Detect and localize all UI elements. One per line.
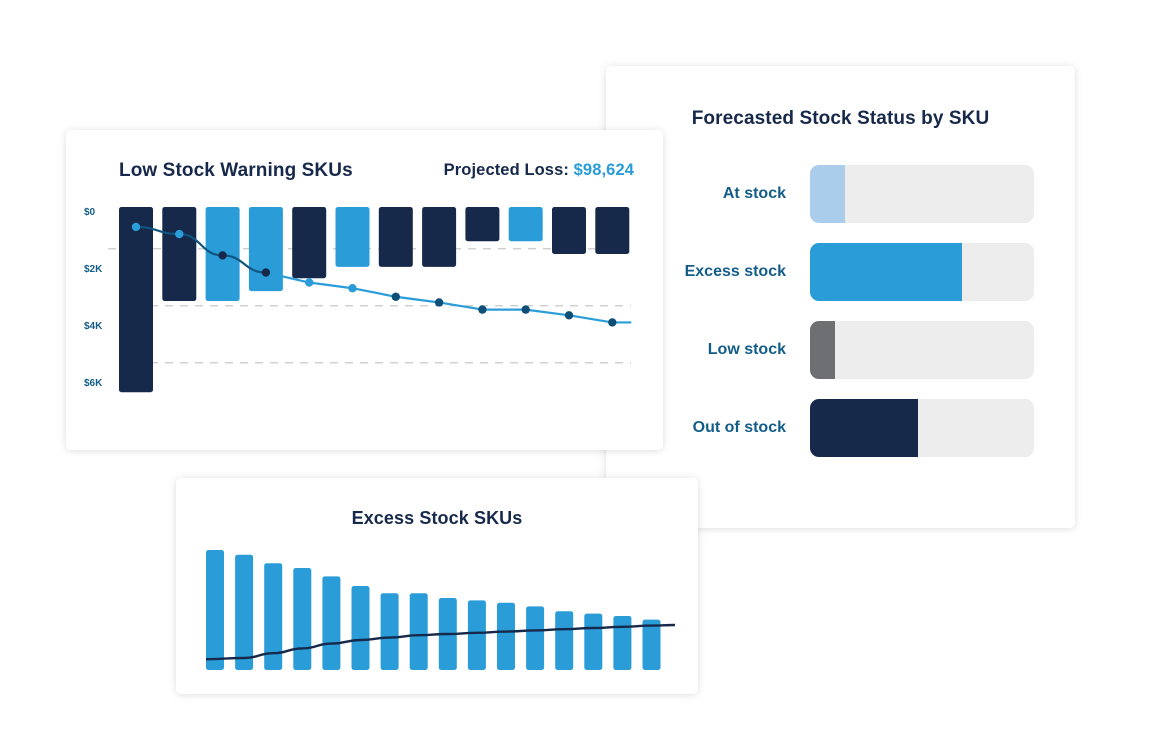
status-row: Excess stock: [606, 243, 1075, 301]
bar: [351, 586, 370, 670]
projected-loss-value: $98,624: [573, 161, 634, 179]
trend-point: [261, 268, 271, 277]
bar: [409, 593, 428, 670]
trend-line: [205, 623, 676, 661]
bar: [613, 616, 632, 670]
trend-point: [608, 318, 617, 327]
status-row: At stock: [606, 165, 1075, 223]
trend-line-head: [135, 225, 266, 274]
status-bar-fill: [810, 321, 835, 379]
status-bar-track: [810, 165, 1034, 223]
status-label: Out of stock: [692, 419, 786, 436]
bar: [248, 207, 283, 292]
bar: [292, 207, 327, 279]
status-row: Out of stock: [606, 399, 1075, 457]
excess-stock-chart: [205, 550, 676, 670]
bar: [335, 207, 370, 267]
excess-stock-title: Excess Stock SKUs: [351, 508, 523, 528]
bar: [206, 550, 224, 670]
trend-point: [305, 278, 314, 287]
stock-status-card: Forecasted Stock Status by SKU At stock E…: [606, 66, 1075, 528]
bar: [119, 207, 153, 393]
status-label: At stock: [722, 185, 786, 202]
stock-status-title: Forecasted Stock Status by SKU: [691, 108, 990, 129]
y-tick-label: $2K: [84, 264, 103, 275]
bar: [465, 207, 500, 242]
status-label: Low stock: [707, 341, 786, 358]
trend-point: [478, 305, 487, 314]
bar: [235, 554, 254, 670]
status-label: Excess stock: [684, 263, 786, 280]
bar: [162, 207, 197, 302]
bar: [422, 207, 457, 267]
trend-point: [131, 222, 141, 232]
low-stock-title: Low Stock Warning SKUs: [119, 160, 353, 181]
bar: [293, 568, 312, 670]
excess-stock-card: Excess Stock SKUs: [176, 478, 698, 694]
y-tick-label: $6K: [84, 378, 103, 389]
trend-line: [265, 271, 632, 324]
trend-point: [175, 229, 184, 239]
status-row: Low stock: [606, 321, 1075, 379]
bar: [467, 600, 486, 670]
status-bar-track: [810, 321, 1034, 379]
status-bar-fill: [810, 399, 918, 457]
bar: [584, 613, 603, 670]
low-stock-card: Low Stock Warning SKUs Projected Loss: $…: [66, 130, 663, 450]
status-bar-track: [810, 399, 1034, 457]
trend-point: [521, 305, 530, 314]
projected-loss: Projected Loss: $98,624: [444, 161, 634, 180]
status-bar-track: [810, 243, 1034, 301]
bar: [322, 576, 341, 670]
status-bar-fill: [810, 165, 845, 223]
projected-loss-label: Projected Loss:: [443, 161, 569, 179]
trend-point: [348, 284, 357, 293]
low-stock-chart: $0 $2K $4K $6K: [84, 207, 632, 393]
bar: [264, 563, 283, 670]
trend-point: [434, 298, 444, 307]
y-tick-label: $0: [84, 207, 96, 218]
status-bar-fill: [810, 243, 963, 301]
bar: [526, 606, 545, 670]
bar: [380, 593, 399, 670]
bar: [378, 207, 413, 267]
trend-point: [218, 251, 227, 260]
bar: [595, 207, 630, 255]
bar: [552, 207, 586, 255]
trend-point: [391, 292, 400, 301]
bar: [555, 611, 574, 670]
bar: [497, 602, 515, 670]
trend-point: [564, 311, 574, 320]
bar: [508, 207, 543, 242]
bar: [642, 619, 661, 670]
y-tick-label: $4K: [84, 321, 103, 332]
